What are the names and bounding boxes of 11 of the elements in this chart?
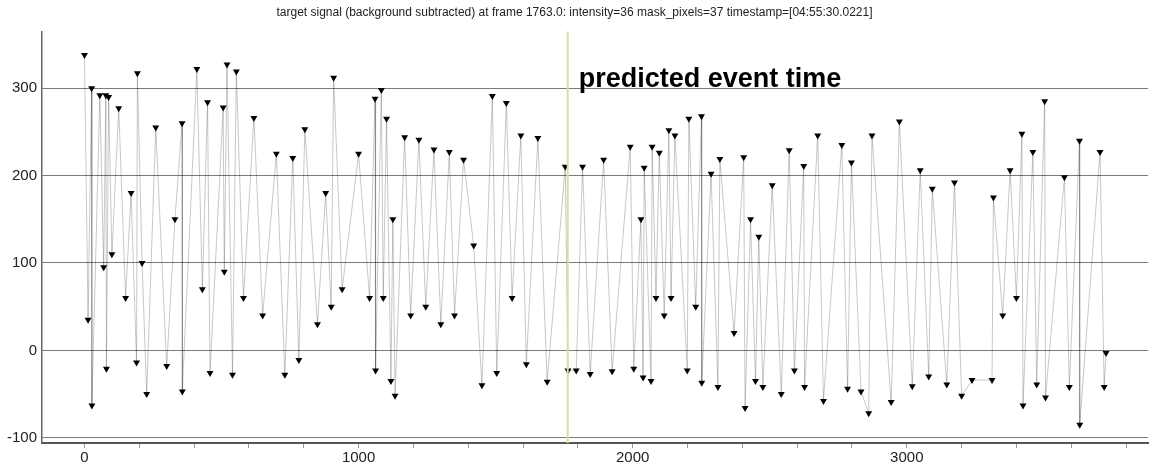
chart-title: target signal (background subtracted) at frame 1763.0: intensity=36 mask_pixels=37 timestamp=[04:55:30.0221] [276, 4, 873, 19]
x-tick-label: 1000 [341, 448, 376, 466]
y-tick-label: 100 [11, 253, 37, 271]
x-tick-label: 3000 [890, 448, 924, 466]
y-tick-label: 300 [11, 78, 37, 96]
y-tick-label: -100 [6, 427, 37, 445]
x-tick-label: 0 [80, 448, 89, 466]
x-tick-label: 2000 [616, 448, 650, 466]
ref-line-label: predicted event time [578, 63, 842, 94]
y-tick-label: 0 [28, 340, 37, 358]
y-tick-label: 200 [11, 165, 37, 183]
